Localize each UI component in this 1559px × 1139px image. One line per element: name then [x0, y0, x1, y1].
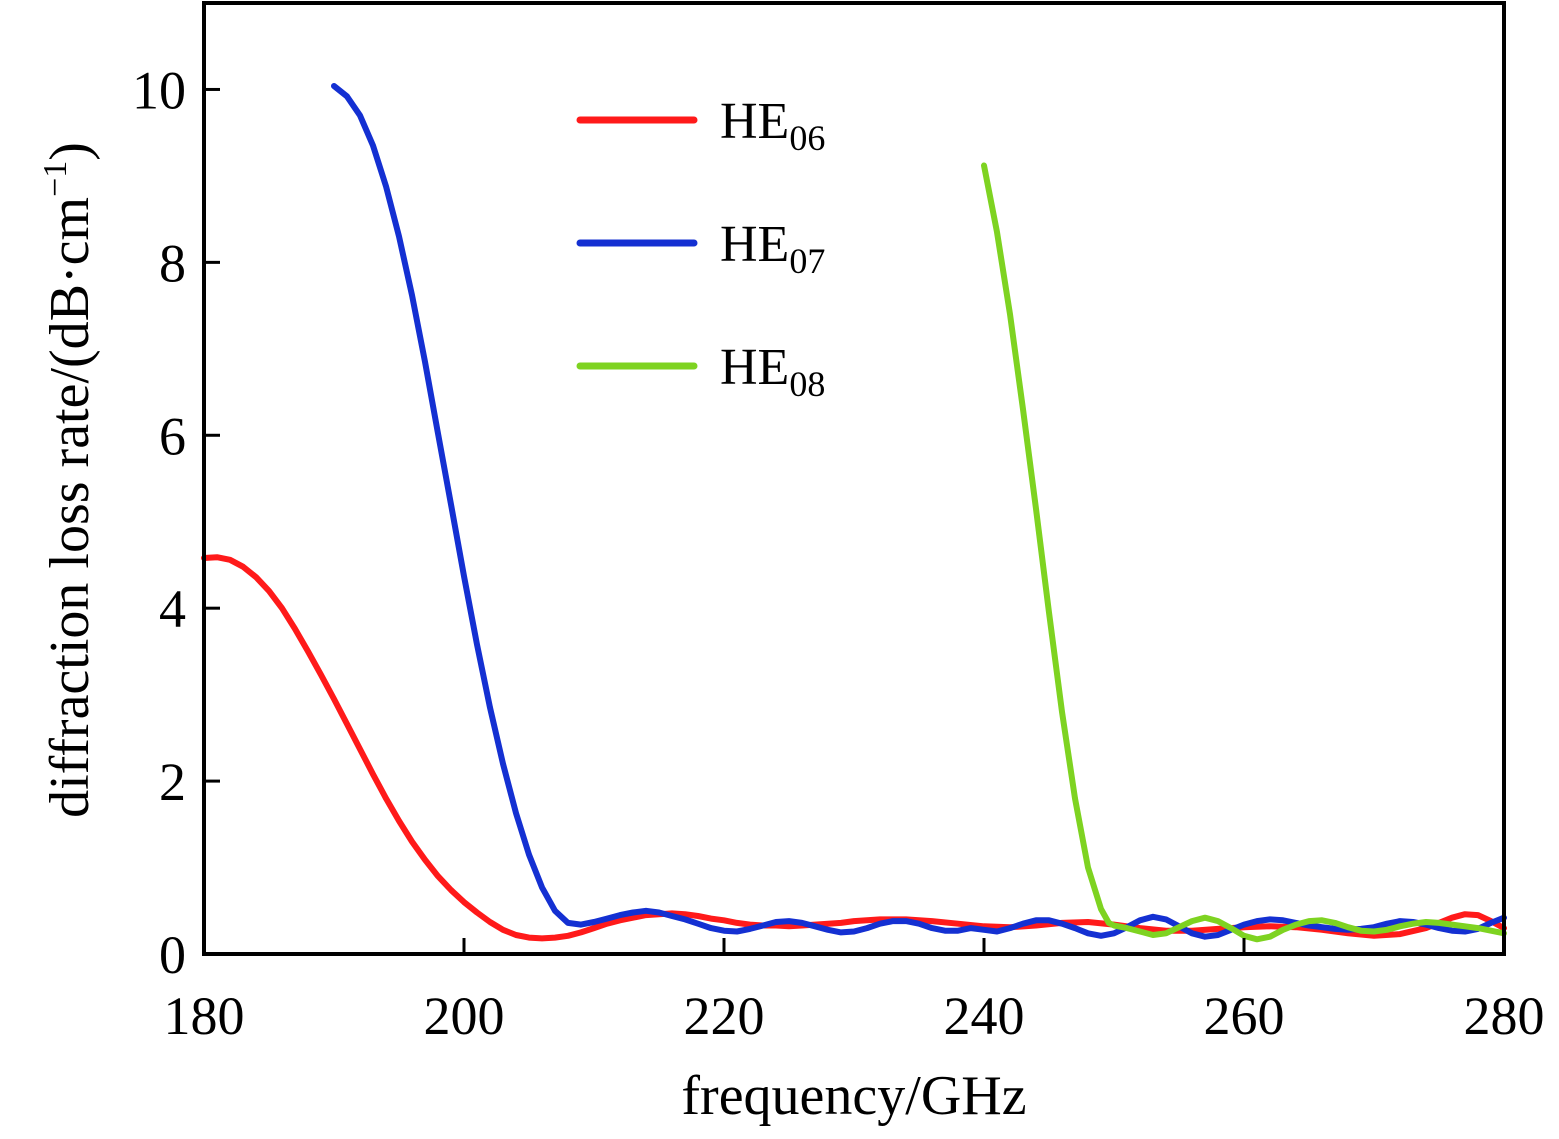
x-axis-ticks: 180 200 220 240 260 280: [164, 938, 1545, 1046]
y-tick-label: 2: [159, 752, 186, 812]
y-axis-ticks: 0 2 4 6 8 10: [132, 60, 220, 985]
x-tick-label: 260: [1204, 986, 1285, 1046]
y-tick-label: 8: [159, 233, 186, 293]
y-axis-label: diffraction loss rate/(dB·cm−1): [37, 142, 101, 818]
y-axis-label-tail: ): [39, 142, 101, 161]
legend-label-he08: HE08: [720, 339, 825, 404]
y-tick-label: 0: [159, 925, 186, 985]
x-tick-label: 240: [944, 986, 1025, 1046]
series-line-he08: [981, 162, 1507, 943]
legend-label-he07: HE07: [720, 216, 825, 281]
x-tick-label: 180: [164, 986, 245, 1046]
x-tick-label: 220: [684, 986, 765, 1046]
y-tick-label: 10: [132, 60, 186, 120]
y-axis-label-main: diffraction loss rate/(dB·cm: [39, 197, 101, 818]
series-line-he07: [331, 83, 1507, 940]
y-tick-label: 4: [159, 579, 186, 639]
x-tick-label: 280: [1464, 986, 1545, 1046]
series-line-he06: [201, 554, 1507, 942]
series-layer: [201, 83, 1507, 943]
y-tick-label: 6: [159, 406, 186, 466]
legend: HE06 HE07 HE08: [576, 93, 825, 404]
x-axis-label: frequency/GHz: [681, 1065, 1026, 1127]
plot-frame: [202, 1, 1506, 956]
x-tick-label: 200: [424, 986, 505, 1046]
legend-label-he06: HE06: [720, 93, 825, 158]
y-axis-label-superscript: −1: [37, 161, 74, 197]
